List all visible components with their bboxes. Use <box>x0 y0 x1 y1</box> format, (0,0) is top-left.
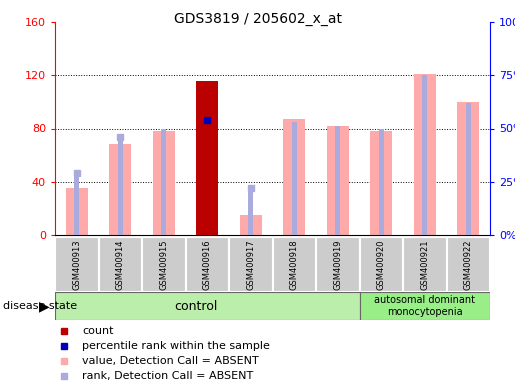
Text: rank, Detection Call = ABSENT: rank, Detection Call = ABSENT <box>82 371 253 381</box>
Text: GSM400916: GSM400916 <box>203 240 212 290</box>
Text: GDS3819 / 205602_x_at: GDS3819 / 205602_x_at <box>174 12 341 25</box>
Bar <box>142 237 185 292</box>
Text: GSM400913: GSM400913 <box>72 240 81 290</box>
Text: GSM400914: GSM400914 <box>116 240 125 290</box>
Bar <box>153 131 175 235</box>
Bar <box>161 129 166 235</box>
Bar <box>74 173 79 235</box>
Text: disease state: disease state <box>3 301 77 311</box>
Bar <box>117 137 123 235</box>
Bar <box>55 292 359 320</box>
Text: ▶: ▶ <box>39 299 50 313</box>
Bar <box>359 292 490 320</box>
Bar <box>283 119 305 235</box>
Bar <box>327 126 349 235</box>
Bar <box>240 215 262 235</box>
Bar <box>403 237 447 292</box>
Bar <box>248 188 253 235</box>
Text: count: count <box>82 326 113 336</box>
Bar <box>359 237 403 292</box>
Bar <box>55 237 98 292</box>
Bar <box>370 131 392 235</box>
Bar <box>466 103 471 235</box>
Text: value, Detection Call = ABSENT: value, Detection Call = ABSENT <box>82 356 259 366</box>
Bar <box>98 237 142 292</box>
Text: autosomal dominant
monocytopenia: autosomal dominant monocytopenia <box>374 295 475 317</box>
Text: GSM400920: GSM400920 <box>377 240 386 290</box>
Text: GSM400915: GSM400915 <box>159 240 168 290</box>
Bar <box>66 189 88 235</box>
Bar <box>316 237 359 292</box>
Text: GSM400921: GSM400921 <box>420 240 429 290</box>
Bar <box>229 237 272 292</box>
Text: GSM400919: GSM400919 <box>333 240 342 290</box>
Bar <box>291 122 297 235</box>
Bar <box>457 102 479 235</box>
Bar <box>379 129 384 235</box>
Bar <box>422 75 427 235</box>
Bar <box>272 237 316 292</box>
Text: percentile rank within the sample: percentile rank within the sample <box>82 341 270 351</box>
Bar <box>196 81 218 235</box>
Bar <box>414 74 436 235</box>
Text: GSM400918: GSM400918 <box>290 240 299 290</box>
Text: control: control <box>175 300 218 313</box>
Bar <box>335 126 340 235</box>
Bar <box>109 144 131 235</box>
Text: GSM400922: GSM400922 <box>464 240 473 290</box>
Text: GSM400917: GSM400917 <box>246 240 255 290</box>
Bar <box>185 237 229 292</box>
Bar <box>447 237 490 292</box>
